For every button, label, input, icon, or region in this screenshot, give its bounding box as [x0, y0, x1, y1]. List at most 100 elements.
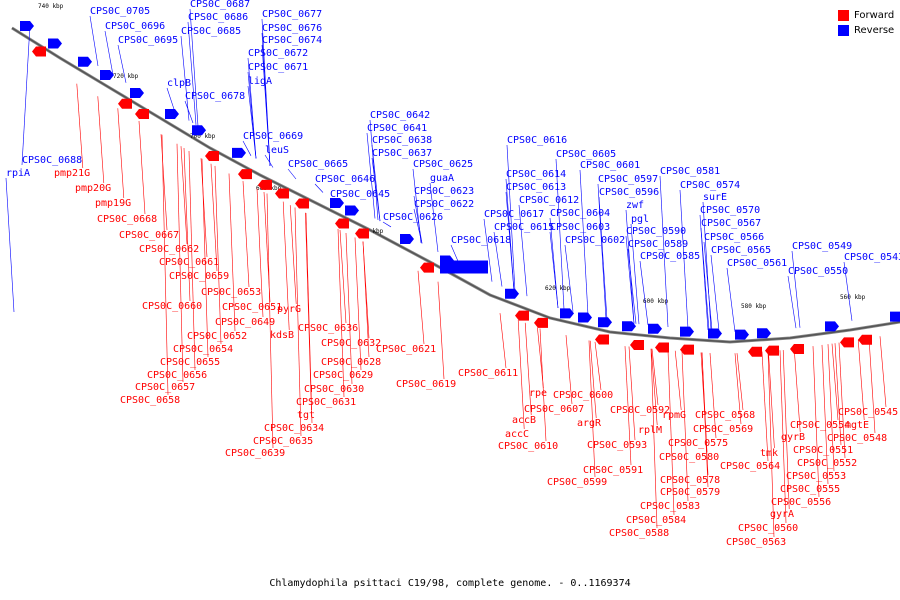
reverse-gene-label-leader: [429, 182, 439, 253]
forward-gene-label: CPS0C_0568: [695, 410, 755, 421]
reverse-gene-label: CPS0C_0589: [628, 239, 688, 250]
reverse-gene: [400, 234, 414, 244]
reverse-gene-label: CPS0C_0567: [701, 218, 761, 229]
reverse-gene-label: CPS0C_0671: [248, 62, 308, 73]
reverse-gene-label: guaA: [430, 173, 454, 184]
forward-gene-label-leader: [650, 348, 658, 529]
forward-gene-label: CPS0C_0551: [793, 445, 853, 456]
reverse-gene-label: CPS0C_0543: [844, 252, 900, 263]
reverse-gene-label: CPS0C_0645: [330, 189, 390, 200]
forward-swatch: [838, 10, 849, 21]
forward-gene-label: CPS0C_0631: [296, 397, 356, 408]
forward-gene-label: CPS0C_0639: [225, 448, 285, 459]
forward-gene-label-leader: [437, 281, 445, 380]
forward-gene-label: pmp19G: [95, 198, 131, 209]
forward-gene: [238, 169, 252, 180]
forward-gene-label: gyrA: [770, 509, 794, 520]
reverse-gene-label-leader: [703, 241, 713, 331]
tick-label: 660 kbp: [358, 228, 384, 235]
reverse-gene-label: CPS0C_0613: [506, 182, 566, 193]
forward-gene-label-leader: [524, 322, 532, 416]
forward-gene: [420, 262, 434, 273]
forward-gene-label-leader: [188, 150, 196, 371]
reverse-gene-label-leader: [627, 248, 637, 324]
forward-gene: [655, 342, 669, 353]
forward-gene-label: CPS0C_0653: [201, 287, 261, 298]
reverse-gene: [680, 326, 694, 337]
forward-gene-label-leader: [417, 270, 425, 345]
reverse-gene-label-leader: [117, 44, 127, 83]
forward-gene-label-leader: [160, 134, 168, 231]
forward-gene: [135, 109, 149, 119]
forward-gene-label-leader: [282, 201, 290, 331]
reverse-gene-label-leader: [413, 208, 423, 244]
reverse-gene-label-leader: [598, 196, 608, 320]
reverse-gene-label-leader: [506, 144, 516, 292]
reverse-gene-label: CPS0C_0617: [484, 209, 544, 220]
reverse-gene-label: CPS0C_0677: [262, 9, 322, 20]
reverse-gene-label: rpiA: [6, 168, 30, 179]
reverse-swatch: [838, 25, 849, 36]
reverse-gene-label-leader: [247, 85, 257, 159]
reverse-gene: [20, 21, 34, 31]
tick-label: 740 kbp: [38, 3, 64, 10]
reverse-gene: [598, 317, 612, 328]
reverse-gene-label-leader: [21, 24, 31, 166]
reverse-gene-label-leader: [180, 35, 190, 121]
forward-gene-label: CPS0C_0658: [120, 395, 180, 406]
reverse-gene: [622, 321, 636, 332]
forward-gene-label: CPS0C_0607: [524, 404, 584, 415]
forward-gene: [32, 46, 46, 57]
reverse-gene-label: CPS0C_0687: [190, 0, 250, 10]
reverse-gene-label: clpB: [167, 78, 191, 89]
reverse-gene-label: CPS0C_0705: [90, 6, 150, 17]
forward-gene-label-leader: [499, 313, 507, 369]
reverse-gene-label-leader: [104, 30, 114, 76]
reverse-gene-label-leader: [679, 189, 689, 329]
reverse-gene-label: CPS0C_0638: [372, 135, 432, 146]
forward-gene-label-leader: [782, 350, 790, 510]
tick-label: 700 kbp: [190, 133, 216, 140]
forward-gene-label-leader: [180, 146, 188, 245]
legend-forward-label: Forward: [854, 10, 895, 21]
forward-gene-label-leader: [588, 340, 596, 478]
forward-gene-label: CPS0C_0657: [135, 382, 195, 393]
forward-gene-label-leader: [838, 342, 846, 459]
forward-gene-label-leader: [76, 83, 84, 169]
reverse-gene-label-leader: [287, 168, 297, 180]
forward-gene-label: CPS0C_0593: [587, 440, 647, 451]
forward-gene-label: pmp20G: [75, 183, 111, 194]
forward-gene-label: CPS0C_0619: [396, 379, 456, 390]
forward-gene-label: CPS0C_0588: [609, 528, 669, 539]
forward-gene: [748, 346, 762, 357]
forward-gene-label-leader: [228, 173, 236, 332]
reverse-gene-label-leader: [639, 260, 649, 326]
reverse-gene-label-leader: [166, 87, 176, 113]
reverse-gene: [735, 329, 749, 340]
forward-gene-label: CPS0C_0656: [147, 370, 207, 381]
forward-gene-label: tgt: [297, 410, 315, 421]
forward-gene-label-leader: [305, 212, 313, 424]
reverse-gene-label-leader: [5, 177, 15, 313]
forward-gene: [295, 198, 309, 209]
reverse-gene-label-leader: [261, 44, 271, 167]
reverse-gene-label: leuS: [265, 145, 289, 156]
forward-gene-label: CPS0C_0575: [668, 438, 728, 449]
forward-gene-label-leader: [539, 328, 547, 442]
forward-gene-label-leader: [183, 147, 191, 302]
forward-gene-label-leader: [97, 96, 105, 184]
forward-gene-label-leader: [834, 343, 842, 446]
reverse-gene-label-leader: [483, 218, 493, 282]
forward-gene: [630, 340, 644, 350]
forward-gene-label-leader: [594, 341, 602, 391]
forward-gene-label-leader: [651, 348, 659, 406]
backbone-shadow: [11, 26, 900, 344]
reverse-gene-label-leader: [264, 154, 274, 168]
forward-gene-label: CPS0C_0564: [720, 461, 780, 472]
legend-reverse-label: Reverse: [854, 25, 895, 36]
reverse-gene-label: CPS0C_0570: [700, 205, 760, 216]
reverse-gene-label-leader: [843, 261, 853, 321]
reverse-gene-label-leader: [659, 175, 669, 328]
reverse-gene-label: CPS0C_0581: [660, 166, 720, 177]
